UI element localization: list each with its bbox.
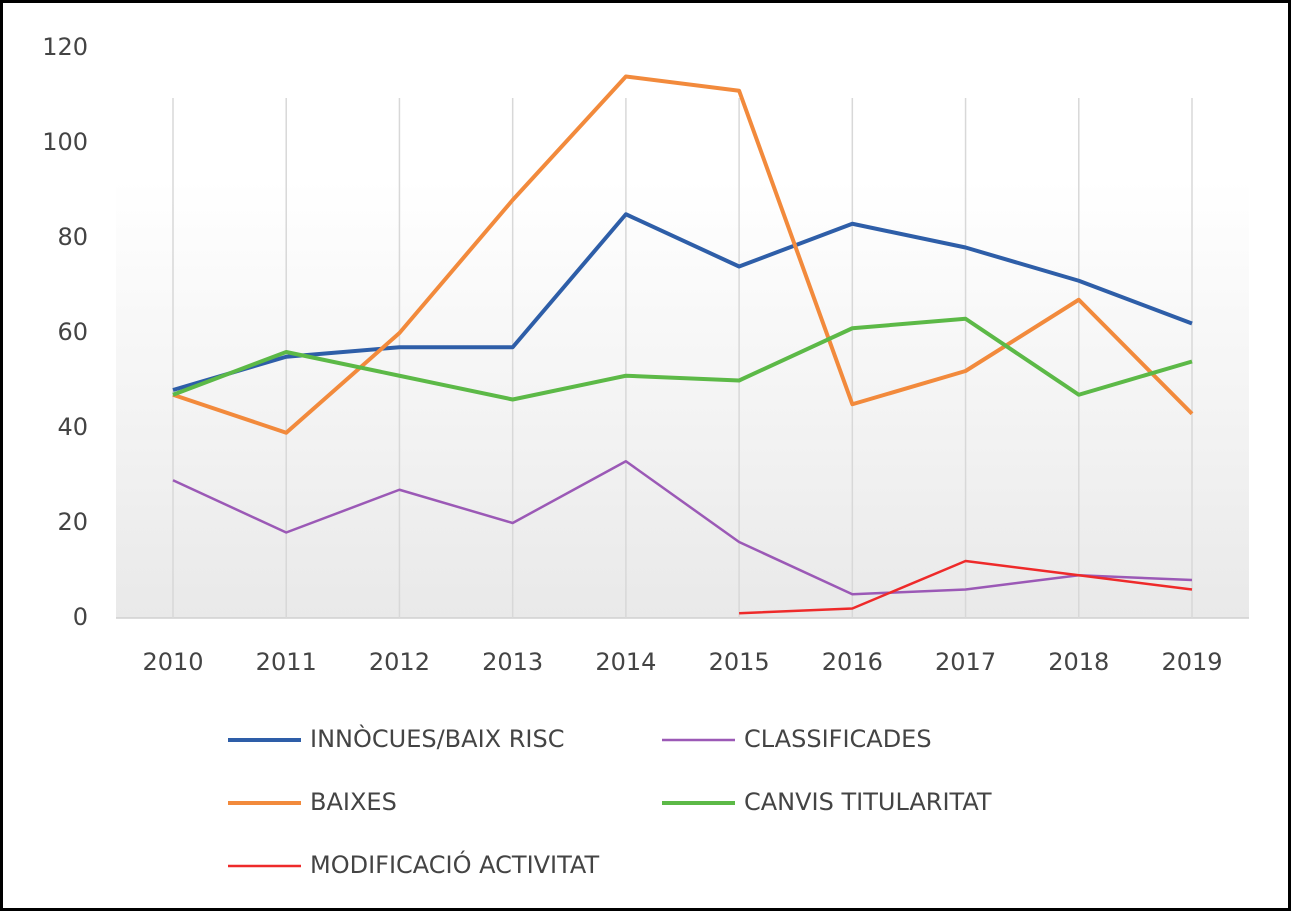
y-tick-label: 120: [42, 33, 88, 61]
series-line: [739, 559, 1193, 615]
plot-background: [116, 180, 1249, 618]
series-line: [172, 212, 1193, 392]
series-line: [172, 74, 1194, 435]
series-line: [172, 460, 1193, 596]
x-tick-label: 2016: [822, 648, 883, 676]
legend-label: BAIXES: [310, 788, 397, 816]
x-tick-label: 2011: [256, 648, 317, 676]
x-tick-label: 2014: [595, 648, 656, 676]
y-tick-label: 0: [73, 603, 88, 631]
x-tick-label: 2013: [482, 648, 543, 676]
legend-label: CANVIS TITULARITAT: [744, 788, 992, 816]
x-tick-label: 2012: [369, 648, 430, 676]
x-tick-label: 2010: [142, 648, 203, 676]
legend-label: INNÒCUES/BAIX RISC: [310, 723, 564, 753]
y-tick-label: 80: [57, 223, 88, 251]
x-tick-label: 2018: [1048, 648, 1109, 676]
x-tick-label: 2017: [935, 648, 996, 676]
series-line: [172, 316, 1193, 402]
x-tick-label: 2015: [709, 648, 770, 676]
x-tick-label: 2019: [1161, 648, 1222, 676]
y-tick-label: 40: [57, 413, 88, 441]
y-tick-label: 60: [57, 318, 88, 346]
legend-label: MODIFICACIÓ ACTIVITAT: [310, 849, 599, 879]
legend-label: CLASSIFICADES: [744, 725, 932, 753]
y-tick-label: 20: [57, 508, 88, 536]
y-tick-label: 100: [42, 128, 88, 156]
